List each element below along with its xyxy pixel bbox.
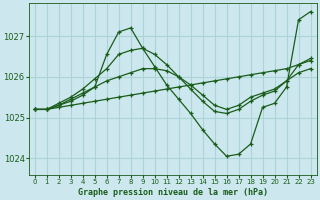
X-axis label: Graphe pression niveau de la mer (hPa): Graphe pression niveau de la mer (hPa) (78, 188, 268, 197)
